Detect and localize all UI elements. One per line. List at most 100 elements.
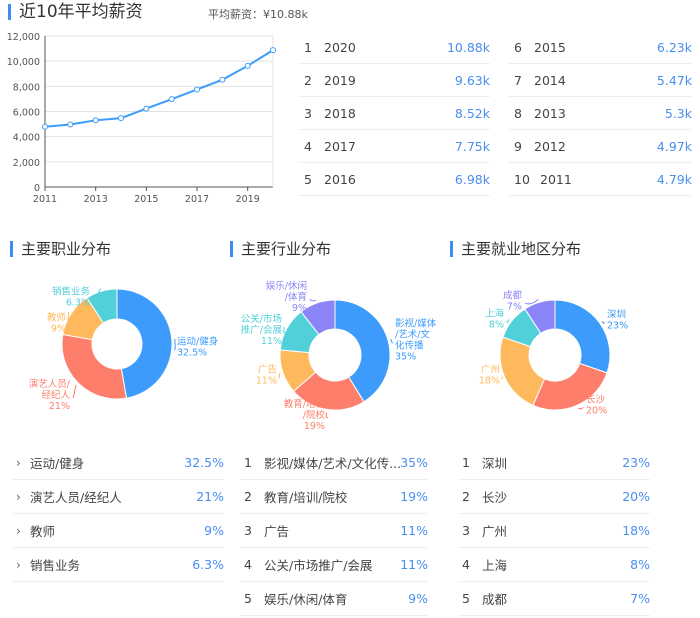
salary-ranking-row: 9 2012 4.97k: [508, 130, 692, 163]
donut-label: 6.3%: [66, 298, 90, 309]
donut-slice[interactable]: [524, 299, 556, 334]
data-point[interactable]: [92, 117, 99, 124]
salary-section-title: 近10年平均薪资: [8, 3, 143, 21]
item-label: 公关/市场推广/会展: [264, 558, 373, 573]
item-rank: 1: [244, 455, 252, 470]
data-point[interactable]: [219, 76, 226, 83]
data-point[interactable]: [244, 62, 251, 69]
salary-ranking-row: 1 2020 10.88k: [298, 31, 490, 64]
rank-year: 2018: [324, 105, 356, 121]
rank-value: 6.23k: [656, 39, 692, 55]
x-tick-label: 2013: [84, 194, 108, 205]
item-value: 35%: [400, 455, 428, 470]
item-label: 销售业务: [30, 558, 81, 573]
item-label: 深圳: [482, 456, 508, 471]
item-value: 32.5%: [184, 455, 224, 470]
rank-value: 4.97k: [656, 138, 692, 154]
industry-list: 1 影视/媒体/艺术/文化传... 35% 2 教育/培训/院校 19% 3 广告 11% 4 公关…: [240, 446, 428, 616]
item-value: 19%: [400, 489, 428, 504]
rank-index: 1: [304, 39, 312, 55]
donut-label: 销售业务: [52, 286, 91, 298]
donut-label: 广告: [258, 364, 277, 376]
data-point[interactable]: [194, 86, 200, 93]
donut-label: 19%: [304, 421, 325, 430]
item-label: 广告: [264, 524, 290, 539]
rank-index: 8: [514, 105, 522, 121]
rank-index: 7: [514, 72, 522, 88]
donut-label: 广州: [481, 364, 500, 376]
item-label: 教育/培训/院校: [264, 490, 348, 505]
data-point[interactable]: [168, 96, 175, 103]
rank-year: 2015: [534, 39, 566, 55]
rank-index: 9: [514, 138, 522, 154]
region-list-item: 1 深圳 23%: [458, 446, 650, 480]
region-list-item: 4 上海 8%: [458, 548, 650, 582]
y-tick-label: 8,000: [13, 82, 40, 93]
rank-index: 5: [304, 171, 312, 187]
donut-label: 化传播: [395, 340, 424, 352]
data-point[interactable]: [270, 47, 276, 54]
occupation-list-item[interactable]: › 运动/健身 32.5%: [12, 446, 224, 480]
donut-label: /艺术/文: [395, 329, 430, 341]
donut-label: 7%: [507, 302, 522, 313]
item-label: 演艺人员/经纪人: [30, 490, 122, 505]
region-list-item: 2 长沙 20%: [458, 480, 650, 514]
donut-label: 11%: [261, 336, 282, 347]
data-point[interactable]: [118, 115, 124, 122]
industry-list-item: 5 娱乐/休闲/体育 9%: [240, 582, 428, 616]
y-tick-label: 0: [34, 183, 40, 194]
rank-index: 10: [514, 171, 530, 187]
y-tick-label: 10,000: [7, 57, 40, 68]
rank-year: 2016: [324, 171, 356, 187]
occupation-list-item[interactable]: › 销售业务 6.3%: [12, 548, 224, 582]
rank-value: 5.3k: [664, 105, 692, 121]
item-value: 11%: [400, 557, 428, 572]
rank-index: 2: [304, 72, 312, 88]
donut-slice[interactable]: [554, 299, 611, 374]
data-point[interactable]: [42, 123, 48, 130]
salary-ranking-row: 5 2016 6.98k: [298, 163, 490, 196]
donut-label: 推广/会展: [241, 324, 283, 336]
donut-slice[interactable]: [499, 336, 546, 407]
donut-slice[interactable]: [300, 299, 336, 336]
x-tick-label: 2017: [185, 194, 209, 205]
occupation-list-item[interactable]: › 演艺人员/经纪人 21%: [12, 480, 224, 514]
item-rank: 2: [244, 489, 252, 504]
salary-ranking-row: 6 2015 6.23k: [508, 31, 692, 64]
donut-slice[interactable]: [86, 288, 118, 324]
item-rank: 3: [244, 523, 252, 538]
donut-label: 深圳: [607, 310, 626, 321]
occupation-list-item[interactable]: › 教师 9%: [12, 514, 224, 548]
donut-slice[interactable]: [61, 333, 128, 400]
item-value: 8%: [630, 557, 650, 572]
rank-year: 2017: [324, 138, 356, 154]
item-label: 广州: [482, 524, 508, 539]
salary-ranking-table-right: 6 2015 6.23k 7 2014 5.47k 8 2013 5.3k 9 2012 4.97k 1…: [508, 31, 692, 196]
item-value: 20%: [622, 489, 650, 504]
rank-year: 2011: [540, 171, 572, 187]
donut-label: 23%: [607, 321, 628, 332]
rank-value: 6.98k: [454, 171, 490, 187]
region-list: 1 深圳 23% 2 长沙 20% 3 广州 18% 4 上海 8% 5 成都 7%: [458, 446, 650, 616]
item-value: 21%: [196, 489, 224, 504]
donut-label: 11%: [256, 376, 277, 387]
rank-year: 2020: [324, 39, 356, 55]
data-point[interactable]: [67, 121, 74, 128]
salary-ranking-row: 8 2013 5.3k: [508, 97, 692, 130]
salary-line: [44, 49, 274, 128]
donut-label: 娱乐/休闲: [266, 280, 307, 292]
title-accent-bar: [10, 241, 13, 257]
item-rank: 4: [244, 557, 252, 572]
industry-list-item: 4 公关/市场推广/会展 11%: [240, 548, 428, 582]
donut-slice[interactable]: [334, 299, 391, 403]
title-accent-bar: [8, 4, 11, 20]
occupation-title-text: 主要职业分布: [21, 240, 112, 258]
donut-slice[interactable]: [116, 288, 173, 399]
salary-ranking-row: 4 2017 7.75k: [298, 130, 490, 163]
rank-value: 4.79k: [656, 171, 692, 187]
region-list-item: 5 成都 7%: [458, 582, 650, 616]
data-point[interactable]: [143, 105, 150, 112]
salary-title-text: 近10年平均薪资: [19, 2, 143, 22]
donut-label: 教师: [47, 312, 66, 324]
donut-label: 上海: [485, 308, 505, 320]
